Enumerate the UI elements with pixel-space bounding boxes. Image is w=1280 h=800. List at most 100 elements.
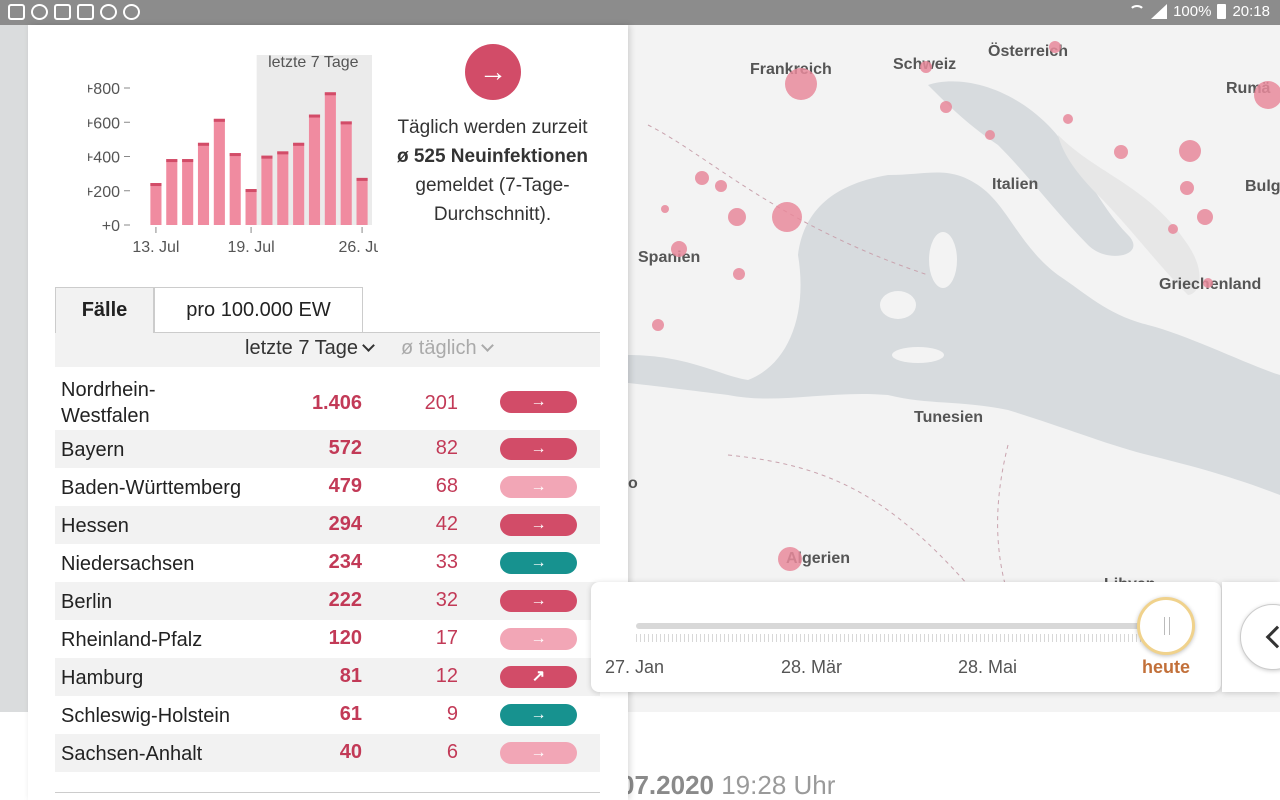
battery-percent: 100% <box>1173 3 1212 20</box>
map-canvas <box>628 81 1280 646</box>
bar-cap <box>261 155 273 159</box>
map-label-italy: Italien <box>992 176 1039 193</box>
timeline-slider: 27. Jan 28. Mär 28. Mai heute <box>591 582 1221 692</box>
bar-cap <box>356 177 368 181</box>
map-label-austria: Österreich <box>988 43 1069 60</box>
state-name: Rheinland-Pfalz <box>61 629 203 651</box>
map-label-algeria: Algerien <box>786 550 851 567</box>
signal-icon <box>1151 4 1168 19</box>
table-row[interactable]: Sachsen-Anhalt 40 6 → <box>55 734 600 772</box>
daily-avg: 82 <box>435 437 458 459</box>
cases-7d: 81 <box>339 665 362 687</box>
map-label-morocco: o <box>628 475 638 492</box>
states-table: Nordrhein- Westfalen 1.406 201 → Bayern 57… <box>55 373 600 772</box>
daily-cases-chart: letzte 7 Tage +800 +600 +400 +200 +0 13. Jul… <box>88 55 378 256</box>
summary-value-bold: ø 525 Neuinfektionen <box>396 146 589 167</box>
y-tick-label: +400 <box>88 150 120 167</box>
table-row[interactable]: Nordrhein- Westfalen 1.406 201 → <box>55 373 600 430</box>
status-bar: 100% 20:18 <box>0 0 1280 25</box>
bar-cap <box>340 121 352 125</box>
cases-7d: 294 <box>328 513 362 535</box>
bar-cap <box>213 118 225 122</box>
left-edge <box>0 25 28 712</box>
table-header: letzte 7 Tage ø täglich <box>55 333 600 367</box>
trend-badge: → <box>500 476 577 498</box>
bar-cap <box>150 183 162 187</box>
x-tick-label: 26. Jul <box>339 239 378 256</box>
y-tick-label: +800 <box>88 81 120 98</box>
bar-cap <box>197 142 210 146</box>
table-row[interactable]: Hamburg 81 12 ↗ <box>55 658 600 696</box>
bar <box>277 151 289 225</box>
y-tick-label: +200 <box>88 184 120 201</box>
summary-line3: gemeldet (7-Tage- <box>415 175 570 196</box>
table-row[interactable]: Rheinland-Pfalz 120 17 → <box>55 620 600 658</box>
state-name: Sachsen-Anhalt <box>61 743 203 765</box>
table-row[interactable]: Schleswig-Holstein 61 9 → <box>55 696 600 734</box>
table-row[interactable]: Bayern 572 82 → <box>55 430 600 468</box>
trend-arrow-icon: → <box>465 44 521 100</box>
table-row[interactable]: Baden-Württemberg 479 68 → <box>55 468 600 506</box>
timeline-track[interactable] <box>636 623 1156 629</box>
chevron-down-icon <box>362 339 375 352</box>
cases-7d: 40 <box>339 741 362 763</box>
last-7-days-label: letzte 7 Tage <box>268 55 359 71</box>
tab-per-100k[interactable]: pro 100.000 EW <box>154 287 363 333</box>
bar-cap <box>308 114 321 118</box>
timeline-label-may: 28. Mai <box>958 657 1018 677</box>
daily-avg: 12 <box>435 665 458 687</box>
trend-badge: ↗ <box>500 666 577 688</box>
table-row[interactable]: Berlin 222 32 → <box>55 582 600 620</box>
cases-7d: 1.406 <box>311 392 362 414</box>
wifi-icon <box>1129 4 1146 19</box>
daily-avg: 201 <box>424 392 458 414</box>
chevron-down-icon <box>480 339 494 352</box>
state-name: Schleswig-Holstein <box>61 705 230 727</box>
daily-avg: 68 <box>435 475 458 497</box>
stats-panel: letzte 7 Tage +800 +600 +400 +200 +0 13. Jul… <box>28 25 628 800</box>
state-name: Berlin <box>61 591 113 613</box>
cases-7d: 120 <box>328 627 362 649</box>
map-label-bulgaria: Bulg <box>1245 178 1280 195</box>
daily-avg: 42 <box>435 513 458 535</box>
trend-badge: → <box>500 552 577 574</box>
bar-cap <box>166 159 178 163</box>
bar-cap <box>324 92 336 96</box>
map-label-greece: Griechenland <box>1159 276 1262 293</box>
map-label-romania: Rumä <box>1226 80 1271 97</box>
chevron-left-icon <box>1265 625 1280 649</box>
timeline-handle[interactable] <box>1137 597 1195 655</box>
sort-last-7-days[interactable]: letzte 7 Tage <box>245 337 375 360</box>
daily-avg: 33 <box>435 551 458 573</box>
clock: 20:18 <box>1232 3 1270 20</box>
bar <box>340 121 352 225</box>
update-timestamp: 07.2020 19:28 Uhr <box>620 770 835 800</box>
daily-avg: 17 <box>435 627 458 649</box>
battery-icon <box>1217 4 1227 19</box>
bar <box>166 159 178 225</box>
bar-cap <box>182 159 194 163</box>
timeline-label-mar: 28. Mär <box>781 657 843 677</box>
timeline-label-today[interactable]: heute <box>1142 657 1191 677</box>
timeline-label-jan: 27. Jan <box>605 657 665 677</box>
tab-cases[interactable]: Fälle <box>55 287 154 333</box>
summary-line4: Durchschnitt). <box>433 204 552 225</box>
bar <box>213 118 225 225</box>
bar <box>229 153 241 225</box>
table-row[interactable]: Hessen 294 42 → <box>55 506 600 544</box>
cases-7d: 222 <box>328 589 362 611</box>
cases-7d: 61 <box>339 703 362 725</box>
timeline-ticks <box>636 634 1156 642</box>
bar-cap <box>229 153 241 157</box>
summary-value: ø 525 Neuinfektionen <box>380 142 605 171</box>
state-name: Bayern <box>61 439 125 461</box>
phone-icon <box>123 4 140 20</box>
trend-badge: → <box>500 704 577 726</box>
x-axis: 13. Jul 19. Jul 26. Jul <box>132 227 378 256</box>
daily-avg: 32 <box>435 589 458 611</box>
table-row[interactable]: Niedersachsen 234 33 → <box>55 544 600 582</box>
sort-daily-avg[interactable]: ø täglich <box>401 337 494 360</box>
divider <box>55 792 600 793</box>
bar <box>197 142 210 225</box>
state-name-line2: Westfalen <box>61 405 150 427</box>
